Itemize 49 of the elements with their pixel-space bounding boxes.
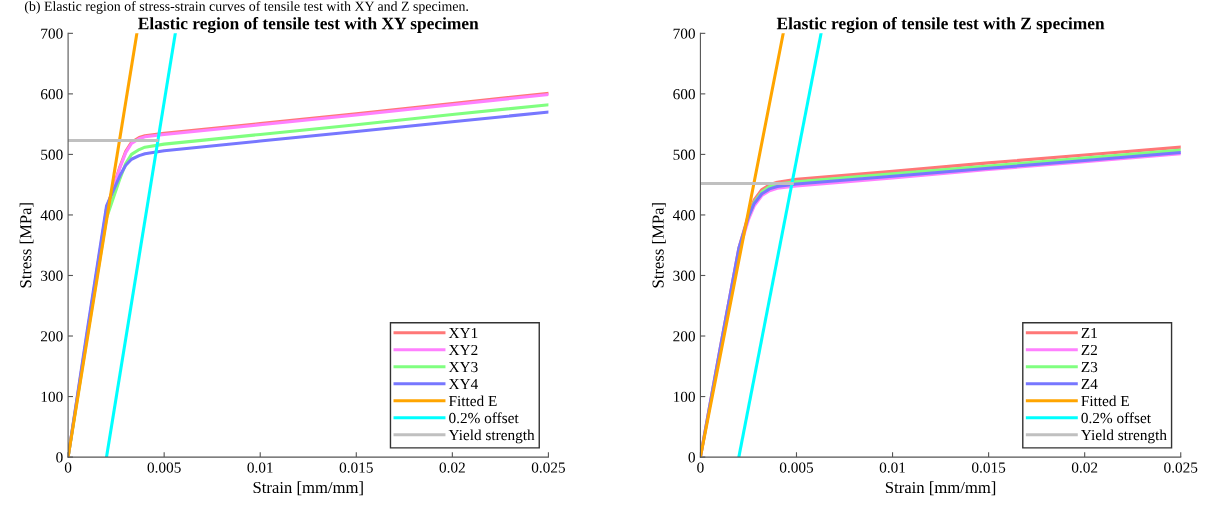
x-tick-label: 0.005 bbox=[779, 462, 814, 473]
legend-label: XY1 bbox=[448, 327, 478, 339]
x-tick-label: 0.005 bbox=[147, 462, 181, 473]
y-tick-label: 200 bbox=[673, 331, 695, 342]
y-tick-label: 0 bbox=[56, 452, 63, 463]
legend-label: Yield strength bbox=[1081, 429, 1167, 444]
y-tick-label: 400 bbox=[40, 210, 63, 221]
y-tick-label: 100 bbox=[673, 391, 695, 402]
y-axis-title: Stress [MPa] bbox=[19, 203, 34, 288]
y-tick-label: 600 bbox=[40, 89, 63, 100]
x-tick-label: 0 bbox=[697, 462, 704, 473]
legend-label: 0.2% offset bbox=[1081, 412, 1151, 424]
y-tick-label: 200 bbox=[40, 331, 63, 342]
x-tick-label: 0.025 bbox=[1164, 462, 1198, 473]
x-tick-label: 0.015 bbox=[339, 462, 373, 473]
legend-label: Z4 bbox=[1081, 378, 1098, 390]
chart-title: Elastic region of tensile test with Z specimen bbox=[776, 16, 1105, 34]
y-tick-label: 100 bbox=[41, 391, 63, 402]
legend-label: XY4 bbox=[448, 378, 478, 390]
y-tick-label: 700 bbox=[41, 28, 63, 39]
x-tick-label: 0.02 bbox=[1071, 462, 1098, 473]
y-tick-label: 600 bbox=[673, 89, 695, 100]
legend-label: Z1 bbox=[1081, 327, 1097, 339]
legend-label: Z3 bbox=[1081, 361, 1098, 373]
x-tick-label: 0.01 bbox=[247, 462, 273, 473]
y-tick-label: 0 bbox=[688, 452, 695, 463]
legend-label: 0.2% offset bbox=[449, 412, 519, 424]
y-axis-title: Stress [MPa] bbox=[651, 203, 666, 288]
y-tick-label: 500 bbox=[41, 149, 63, 160]
legend-label: XY3 bbox=[448, 361, 478, 373]
x-tick-label: 0.01 bbox=[879, 462, 905, 473]
y-tick-label: 700 bbox=[673, 28, 695, 39]
x-tick-label: 0.025 bbox=[531, 462, 566, 473]
legend-label: Yield strength bbox=[448, 429, 535, 444]
legend-label: Fitted E bbox=[1081, 395, 1129, 407]
y-tick-label: 500 bbox=[673, 149, 695, 160]
y-tick-label: 300 bbox=[673, 270, 695, 281]
y-tick-label: 400 bbox=[672, 210, 695, 221]
x-axis-title: Strain [mm/mm] bbox=[253, 481, 363, 496]
x-tick-label: 0.015 bbox=[972, 462, 1006, 473]
legend-label: XY2 bbox=[448, 344, 478, 356]
x-tick-label: 0 bbox=[64, 462, 72, 473]
x-axis-title: Strain [mm/mm] bbox=[885, 481, 996, 496]
text: (b) Elastic region of stress-strain curves of tensile test with XY and Z specimen. bbox=[24, 1, 468, 14]
x-tick-label: 0.02 bbox=[439, 462, 465, 473]
y-tick-label: 300 bbox=[41, 270, 63, 281]
legend-label: Z2 bbox=[1081, 344, 1097, 356]
chart-title: Elastic region of tensile test with XY specimen bbox=[138, 16, 479, 34]
legend-label: Fitted E bbox=[448, 395, 497, 407]
